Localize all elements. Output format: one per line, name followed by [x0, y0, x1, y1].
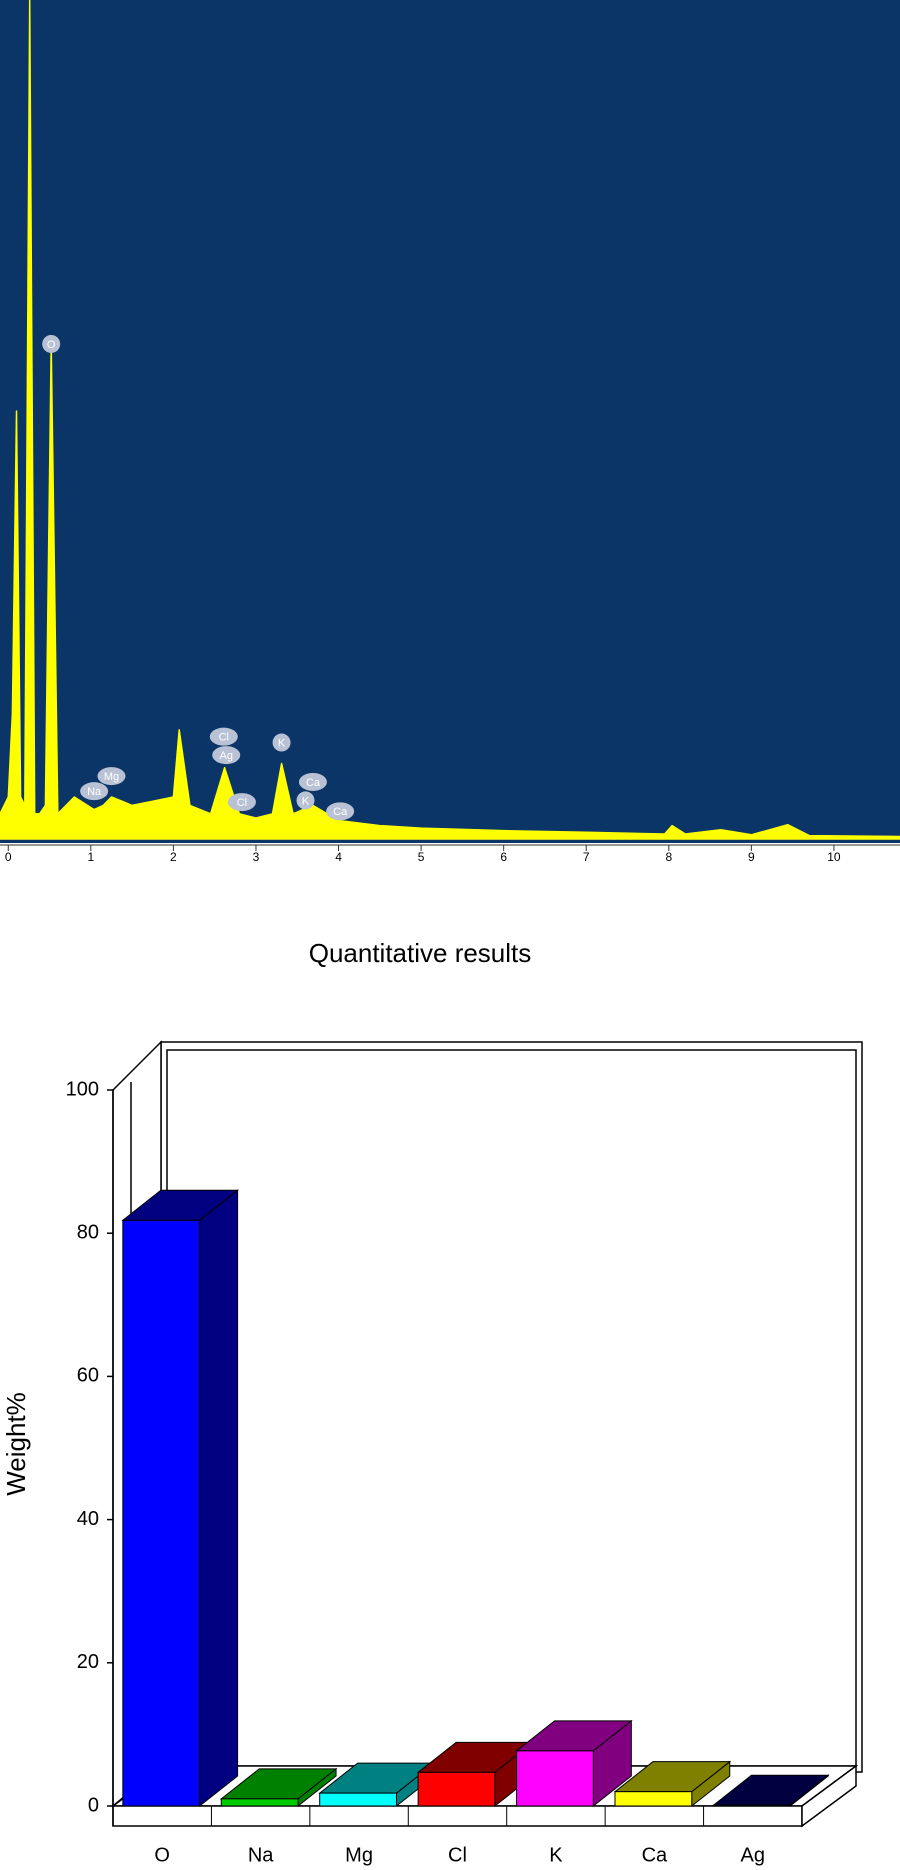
- bar-front: [319, 1792, 397, 1807]
- floor-side: [801, 1764, 857, 1828]
- x-tick-label: 8: [665, 850, 672, 864]
- bar-front: [614, 1791, 693, 1807]
- peak-label: Ag: [220, 750, 233, 762]
- peak-label: Mg: [104, 771, 119, 783]
- spectrum-area: [0, 0, 900, 840]
- peak-label-badge: [298, 772, 327, 791]
- x-tick-label: 0: [5, 850, 12, 864]
- floor-front: [112, 1805, 803, 1827]
- x-tick-label: 3: [253, 850, 260, 864]
- y-tick-label: 60: [77, 1365, 99, 1387]
- bar-front: [122, 1219, 201, 1807]
- peak-label: O: [47, 339, 56, 351]
- x-tick-label: 7: [583, 850, 590, 864]
- peak-label: Ca: [333, 806, 348, 818]
- x-tick-label: 1: [87, 850, 94, 864]
- bar-front: [220, 1798, 299, 1807]
- y-tick-label: 0: [88, 1794, 99, 1816]
- bar-front: [516, 1750, 594, 1807]
- x-tick-label: Ag: [741, 1844, 765, 1866]
- y-tick-label: 20: [77, 1651, 99, 1673]
- y-tick-label: 40: [77, 1508, 99, 1530]
- x-tick-label: 2: [170, 850, 177, 864]
- x-tick-label: 5: [418, 850, 425, 864]
- bar-side: [199, 1189, 239, 1808]
- peak-label-badge: [42, 334, 61, 353]
- y-axis-label: Weight%: [1, 1392, 31, 1496]
- peak-label-badge: [209, 727, 238, 746]
- y-tick-label: 80: [77, 1221, 99, 1243]
- x-tick-label: 10: [827, 850, 841, 864]
- x-tick-label: Mg: [345, 1844, 373, 1866]
- peak-label: K: [302, 795, 310, 807]
- x-tick-label: Na: [248, 1844, 274, 1866]
- peak-label: Cl: [237, 797, 247, 809]
- peak-label-badge: [212, 746, 241, 765]
- peak-label-badge: [326, 802, 355, 821]
- peak-label-badge: [97, 767, 126, 786]
- peak-label: Ca: [306, 777, 321, 789]
- back-wall: [166, 1049, 857, 1767]
- x-tick-label: Cl: [448, 1844, 467, 1866]
- peak-label-badge: [272, 733, 291, 752]
- x-tick-label: K: [549, 1844, 563, 1866]
- peak-label-badge: [296, 791, 315, 810]
- peak-label-badge: [80, 782, 109, 801]
- peak-label: K: [278, 737, 286, 749]
- peak-label-badge: [227, 793, 256, 812]
- peak-label: Cl: [219, 732, 229, 744]
- plot-background: [0, 0, 900, 843]
- bar-chart-title: Quantitative results: [309, 938, 532, 968]
- x-tick-label: 6: [500, 850, 507, 864]
- peak-label: Na: [87, 786, 102, 798]
- x-tick-label: 9: [748, 850, 755, 864]
- x-tick-label: Ca: [642, 1844, 668, 1866]
- x-tick-label: O: [154, 1844, 170, 1866]
- bar-front: [712, 1804, 791, 1807]
- x-tick-label: 4: [335, 850, 342, 864]
- y-tick-label: 100: [66, 1078, 99, 1100]
- bar-front: [417, 1771, 496, 1807]
